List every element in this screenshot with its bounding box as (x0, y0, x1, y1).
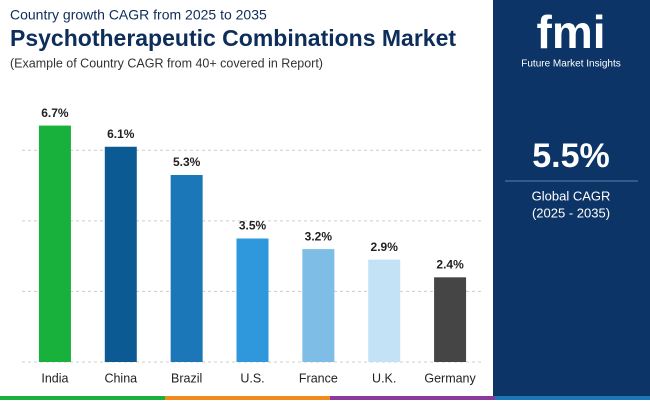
value-label: 2.4% (436, 257, 464, 271)
value-label: 3.2% (305, 229, 333, 243)
value-label: 5.3% (173, 155, 201, 169)
bar (104, 146, 137, 362)
side-panel (493, 0, 650, 400)
pretitle: Country growth CAGR from 2025 to 2035 (10, 7, 267, 23)
bar (302, 249, 335, 362)
bar (38, 125, 71, 362)
x-tick-label: U.K. (372, 371, 396, 385)
chart-title: Psychotherapeutic Combinations Market (10, 25, 456, 51)
x-tick-label: Germany (424, 371, 476, 385)
bar (236, 238, 269, 362)
x-tick-label: India (41, 371, 68, 385)
strip (165, 396, 330, 400)
global-cagr-period: (2025 - 2035) (532, 205, 610, 220)
value-label: 3.5% (239, 219, 267, 233)
logo-mark: fmi (537, 6, 606, 58)
subtitle: (Example of Country CAGR from 40+ covere… (10, 56, 323, 70)
global-cagr-label: Global CAGR (532, 188, 611, 203)
x-tick-label: U.S. (240, 371, 264, 385)
global-cagr-value: 5.5% (532, 137, 610, 175)
logo-name: Future Market Insights (521, 59, 620, 70)
footer-url: www.futuremarketinsights.com (499, 377, 643, 389)
x-tick-label: Brazil (171, 371, 202, 385)
x-tick-label: France (299, 371, 338, 385)
value-label: 2.9% (371, 240, 399, 254)
strip (0, 396, 165, 400)
value-label: 6.1% (107, 127, 135, 141)
bar (434, 277, 467, 362)
x-tick-label: China (104, 371, 137, 385)
strip (495, 396, 650, 400)
value-label: 6.7% (41, 106, 69, 120)
bar (170, 174, 203, 362)
bar (368, 259, 401, 362)
strip (330, 396, 495, 400)
